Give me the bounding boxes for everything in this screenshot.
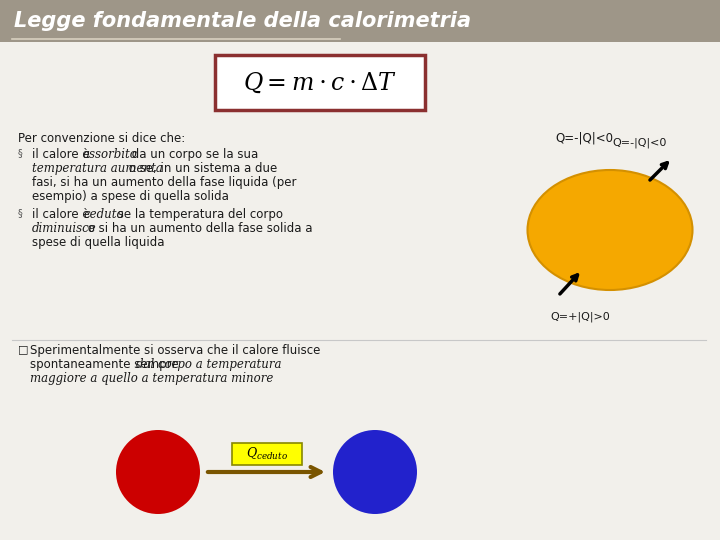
FancyBboxPatch shape: [215, 55, 425, 110]
Text: esempio) a spese di quella solida: esempio) a spese di quella solida: [32, 190, 229, 203]
Ellipse shape: [528, 170, 693, 290]
Text: da un corpo se la sua: da un corpo se la sua: [128, 148, 258, 161]
Text: se la temperatura del corpo: se la temperatura del corpo: [114, 208, 283, 221]
Circle shape: [116, 430, 200, 514]
Text: Q=-|Q|<0: Q=-|Q|<0: [613, 138, 667, 148]
Text: spontaneamente sempre: spontaneamente sempre: [30, 358, 182, 371]
Text: assorbito: assorbito: [83, 148, 138, 161]
Text: $Q = m \cdot c \cdot \Delta T$: $Q = m \cdot c \cdot \Delta T$: [243, 70, 397, 94]
Text: spese di quella liquida: spese di quella liquida: [32, 236, 164, 249]
FancyBboxPatch shape: [232, 443, 302, 465]
Text: maggiore a quello a temperatura minore: maggiore a quello a temperatura minore: [30, 372, 274, 385]
Text: $Q_{ceduto}$: $Q_{ceduto}$: [246, 446, 287, 462]
Text: o se, in un sistema a due: o se, in un sistema a due: [125, 162, 277, 175]
Text: o si ha un aumento della fase solida a: o si ha un aumento della fase solida a: [84, 222, 312, 235]
Text: temperatura aumenta: temperatura aumenta: [32, 162, 163, 175]
Circle shape: [333, 430, 417, 514]
Text: fasi, si ha un aumento della fase liquida (per: fasi, si ha un aumento della fase liquid…: [32, 176, 297, 189]
Text: il calore è: il calore è: [32, 148, 94, 161]
Text: diminuisce: diminuisce: [32, 222, 96, 235]
Text: □: □: [18, 344, 29, 354]
Text: Q=+|Q|>0: Q=+|Q|>0: [550, 312, 610, 322]
Text: Sperimentalmente si osserva che il calore fluisce: Sperimentalmente si osserva che il calor…: [30, 344, 320, 357]
Text: §: §: [18, 208, 23, 218]
Text: ceduto: ceduto: [83, 208, 124, 221]
Text: il calore è: il calore è: [32, 208, 94, 221]
Text: Legge fondamentale della calorimetria: Legge fondamentale della calorimetria: [14, 11, 471, 31]
Text: dal corpo a temperatura: dal corpo a temperatura: [136, 358, 282, 371]
FancyBboxPatch shape: [0, 0, 720, 42]
Text: Per convenzione si dice che:: Per convenzione si dice che:: [18, 132, 185, 145]
Text: Q=-|Q|<0: Q=-|Q|<0: [555, 132, 613, 145]
Text: §: §: [18, 148, 23, 158]
